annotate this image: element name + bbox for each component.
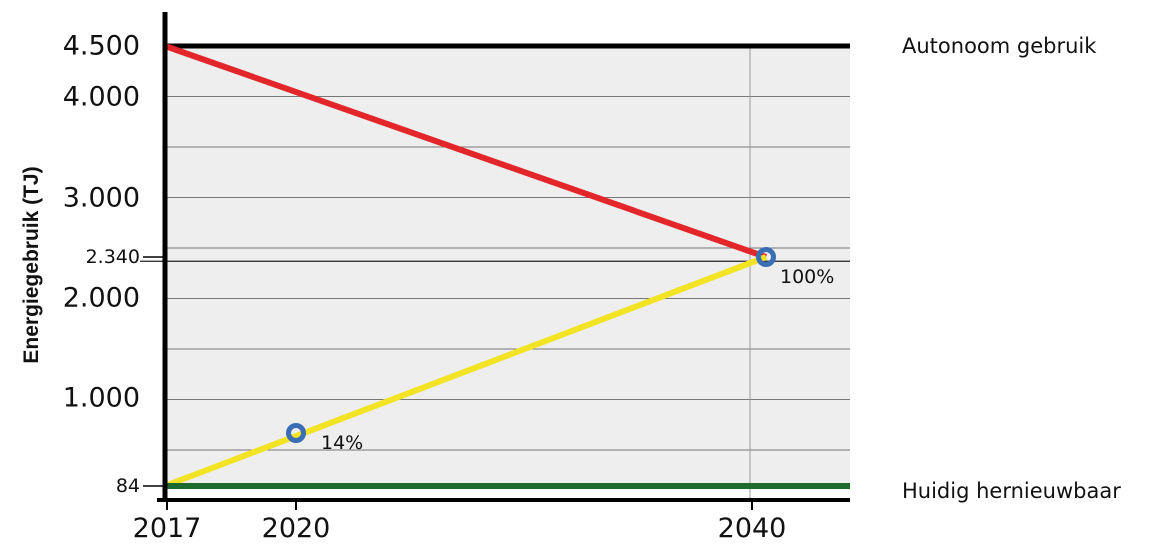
series-lines [163,43,850,489]
y-axis-ticks: 4.500 4.000 3.000 2.340 2.000 1.000 84 [63,31,165,497]
y-tick-label: 84 [116,475,140,497]
x-axis-ticks: 2017 2020 2040 [133,500,787,544]
y-tick-label: 3.000 [63,183,140,214]
milestone-markers: 14% 100% [286,247,834,454]
milestone-label: 14% [321,432,363,454]
y-axis-label: Energiegebruik (TJ) [20,166,43,363]
x-tick-label: 2017 [133,513,202,544]
milestone-marker [756,247,776,267]
y-tick-label: 4.500 [63,31,140,62]
series-line [164,43,767,260]
milestone-label: 100% [780,266,834,288]
series-name-label: Huidig hernieuwbaar [902,479,1121,503]
y-tick-label: 2.340 [86,246,140,268]
x-tick-label: 2020 [262,513,331,544]
y-tick-label: 4.000 [63,82,140,113]
milestone-marker [286,423,306,443]
x-tick-label: 2040 [718,513,787,544]
series-labels: Autonoom gebruik Huidig hernieuwbaar [902,34,1121,503]
grid-lines [140,46,850,500]
series-name-label: Autonoom gebruik [902,34,1097,58]
y-tick-label: 2.000 [63,283,140,314]
series-line [163,254,768,489]
y-tick-label: 1.000 [63,383,140,414]
axes [157,12,850,502]
